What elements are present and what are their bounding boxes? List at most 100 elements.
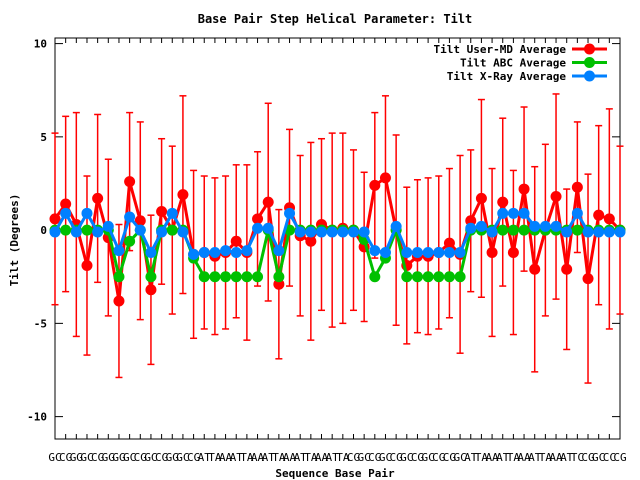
series-point	[145, 284, 157, 296]
series-point	[252, 222, 264, 234]
series-point	[134, 215, 146, 227]
legend-label: Tilt X-Ray Average	[447, 70, 567, 83]
x-tick-label: AA	[283, 451, 297, 464]
series-point	[60, 198, 72, 210]
series-point	[230, 235, 242, 247]
series-point	[401, 271, 413, 283]
x-tick-label: CG	[432, 451, 445, 464]
series-point	[294, 226, 306, 238]
series-point	[113, 245, 125, 257]
x-tick-label: AT	[326, 451, 340, 464]
y-tick-label: -10	[27, 411, 47, 424]
series-point	[60, 207, 72, 219]
series-point	[507, 224, 519, 236]
series-point	[177, 189, 189, 201]
series-point	[241, 271, 253, 283]
x-tick-label: AT	[560, 451, 574, 464]
series-point	[337, 226, 349, 238]
series-point	[561, 226, 573, 238]
series-point	[571, 224, 583, 236]
series-point	[60, 224, 72, 236]
series-point	[582, 226, 594, 238]
series-point	[518, 224, 530, 236]
series-point	[156, 226, 168, 238]
series-point	[316, 226, 328, 238]
x-tick-label: CG	[155, 451, 168, 464]
series-point	[475, 220, 487, 232]
x-tick-label: GC	[400, 451, 413, 464]
series-point	[507, 246, 519, 258]
series-point	[81, 207, 93, 219]
series-point	[529, 220, 541, 232]
series-point	[475, 192, 487, 204]
x-tick-label: GG	[166, 451, 179, 464]
series-point	[411, 246, 423, 258]
x-tick-label: CG	[443, 451, 456, 464]
legend-label: Tilt User-MD Average	[434, 43, 567, 56]
x-tick-label: GC	[80, 451, 93, 464]
series-point	[124, 176, 136, 188]
x-tick-label: GC	[421, 451, 434, 464]
series-point	[497, 196, 509, 208]
series-point	[177, 226, 189, 238]
x-tick-label: CG	[368, 451, 381, 464]
series-point	[603, 226, 615, 238]
series-point	[230, 271, 242, 283]
x-tick-label: GC	[48, 451, 61, 464]
x-tick-label: TA	[208, 451, 222, 464]
x-tick-label: GC	[592, 451, 605, 464]
chart-title: Base Pair Step Helical Parameter: Tilt	[198, 12, 473, 26]
x-tick-label: AT	[294, 451, 308, 464]
x-tick-label: AT	[464, 451, 478, 464]
y-tick-label: 10	[34, 38, 47, 51]
x-tick-label: AT	[198, 451, 212, 464]
legend-label: Tilt ABC Average	[460, 57, 566, 70]
series-point	[241, 245, 253, 257]
x-tick-label: TA	[507, 451, 521, 464]
series-3	[49, 207, 626, 260]
x-tick-label: CC	[603, 451, 616, 464]
x-tick-label: TA	[475, 451, 489, 464]
x-tick-label: AA	[485, 451, 499, 464]
series-point	[209, 271, 221, 283]
series-point	[284, 207, 296, 219]
series-point	[443, 246, 455, 258]
x-tick-label: CG	[59, 451, 72, 464]
x-tick-label: CG	[411, 451, 424, 464]
series-point	[124, 235, 136, 247]
series-point	[70, 226, 82, 238]
x-tick-label: GG	[112, 451, 125, 464]
series-point	[550, 220, 562, 232]
x-tick-label: CG	[134, 451, 147, 464]
series-point	[486, 246, 498, 258]
series-point	[156, 205, 168, 217]
series-point	[550, 191, 562, 203]
x-tick-label: GC	[358, 451, 371, 464]
x-tick-label: AA	[549, 451, 563, 464]
series-point	[497, 207, 509, 219]
x-tick-label: AA	[251, 451, 265, 464]
x-tick-label: CG	[347, 451, 360, 464]
y-tick-label: 5	[40, 131, 47, 144]
series-point	[92, 226, 104, 238]
series-point	[539, 220, 551, 232]
series-point	[401, 246, 413, 258]
series-point	[465, 222, 477, 234]
series-point	[305, 226, 317, 238]
y-tick-label: 0	[40, 224, 47, 237]
series-point	[220, 245, 232, 257]
series-point	[433, 246, 445, 258]
series-point	[603, 213, 615, 225]
x-tick-label: CG	[613, 451, 626, 464]
series-point	[252, 271, 264, 283]
series-point	[81, 224, 93, 236]
series-point	[369, 179, 381, 191]
x-tick-label: AA	[517, 451, 531, 464]
series-point	[145, 246, 157, 258]
series-point	[134, 224, 146, 236]
series-point	[166, 224, 178, 236]
legend-marker	[584, 70, 595, 82]
x-tick-label: AT	[496, 451, 510, 464]
